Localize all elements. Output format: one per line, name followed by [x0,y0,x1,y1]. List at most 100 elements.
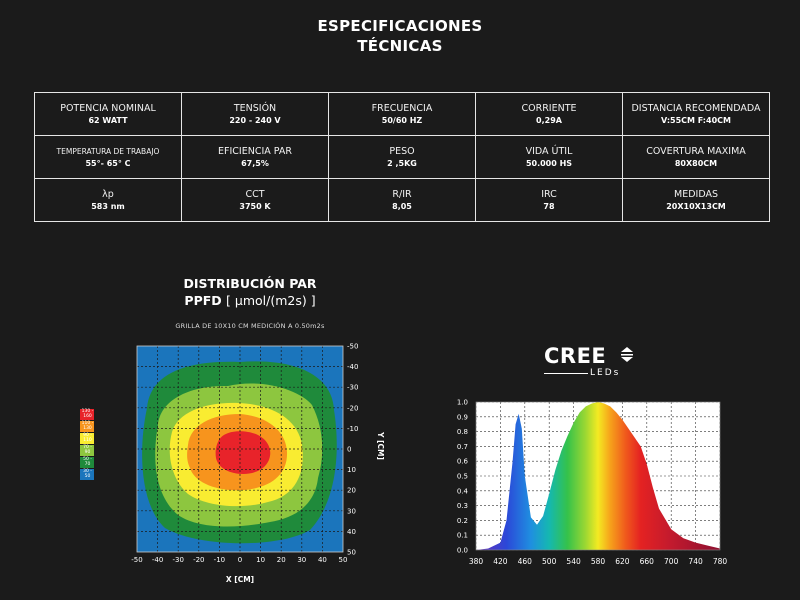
ppfd-legend: 130 - 160 110 - 130 90 - 110 70 - 90 50 - 70… [80,408,94,480]
spectrum-y-tick: 0.4 [457,487,469,495]
spectrum-x-tick: 700 [664,557,679,566]
legend-item: 110 - 130 [80,420,94,432]
spec-value: V:55CM F:40CM [661,115,731,125]
distribution-title: DISTRIBUCIÓN PAR PPFD [ µmol/(m2s) ] [120,275,380,309]
spec-value: 3750 K [239,201,271,211]
spectrum-x-tick: 620 [615,557,630,566]
heatmap-x-tick: -10 [214,556,225,564]
heatmap-y-tick: 50 [347,549,356,557]
legend-label: 70 - 90 [83,445,92,455]
spec-label: TEMPERATURA DE TRABAJO [56,146,160,156]
legend-item: 50 - 70 [80,456,94,468]
spec-cell: CORRIENTE 0,29A [475,92,623,136]
spectrum-x-tick: 580 [591,557,606,566]
cree-wordmark: CREE [544,344,607,368]
spec-row: λp 583 nm CCT 3750 K R/IR 8,05 IRC 78 MEDIDAS 20X… [34,178,770,222]
spec-value: 62 WATT [88,115,128,125]
heatmap-y-tick: -20 [347,404,358,412]
spec-label: DISTANCIA RECOMENDADA [631,102,761,114]
spectrum-y-tick: 0.3 [457,502,468,510]
spec-label: CCT [245,188,265,200]
legend-swatch [80,456,94,468]
heatmap-x-tick: 10 [256,556,265,564]
heatmap-x-tick: 50 [339,556,348,564]
spectrum-x-tick: 780 [713,557,728,566]
cree-arrows-icon [621,347,633,362]
spec-value: 50/60 HZ [381,115,423,125]
legend-item: 70 - 90 [80,444,94,456]
heatmap-x-label: X [CM] [226,575,254,584]
legend-item: 30 - 50 [80,468,94,480]
legend-item: 90 - 110 [80,432,94,444]
heatmap-zone-130-160 [215,431,271,474]
heatmap-x-tick: 40 [318,556,327,564]
spec-cell: CCT 3750 K [181,178,329,222]
cree-leds-text: LEDs [590,368,621,378]
spec-value: 583 nm [91,201,125,211]
spec-value: 55°- 65° C [85,158,131,168]
spec-label: EFICIENCIA PAR [218,145,292,157]
legend-swatch [80,444,94,456]
spec-cell: R/IR 8,05 [328,178,476,222]
spec-label: MEDIDAS [674,188,718,200]
spec-value: 2 ,5KG [387,158,417,168]
heatmap-y-tick: -30 [347,384,358,392]
spectrum-x-tick: 660 [640,557,655,566]
spec-cell: λp 583 nm [34,178,182,222]
spec-label: R/IR [392,188,412,200]
spec-label: λp [102,188,114,200]
heatmap-x-tick: -30 [172,556,183,564]
legend-label: 110 - 130 [81,421,94,431]
spec-cell: COVERTURA MAXIMA 80X80CM [622,135,770,179]
heatmap-y-tick: 10 [347,466,356,474]
spec-cell: POTENCIA NOMINAL 62 WATT [34,92,182,136]
heatmap-y-tick: 20 [347,487,356,495]
spec-cell: IRC 78 [475,178,623,222]
title-line-2: TÉCNICAS [357,37,443,55]
cree-underline [544,373,588,374]
heatmap-x-tick: -50 [131,556,142,564]
spectrum-x-tick: 380 [469,557,484,566]
spec-cell: TENSIÓN 220 - 240 V [181,92,329,136]
heatmap-y-tick: -50 [347,343,358,351]
spectrum-y-tick: 0.6 [457,458,469,466]
distribution-heading: DISTRIBUCIÓN PAR [183,276,317,291]
heatmap-x-tick: 30 [297,556,306,564]
spectrum-frame [475,401,721,551]
heatmap-x-tick: -20 [193,556,204,564]
distribution-subtitle: PPFD [ µmol/(m2s) ] [120,292,380,309]
spectrum-y-tick: 1.0 [457,399,468,407]
spec-table: POTENCIA NOMINAL 62 WATT TENSIÓN 220 - 240 … [34,92,770,222]
spec-label: CORRIENTE [521,102,577,114]
heatmap-y-tick: -40 [347,363,358,371]
spectrum-y-tick: 0.8 [457,428,468,436]
spectrum-x-tick: 540 [566,557,581,566]
spec-label: IRC [541,188,557,200]
title-line-1: ESPECIFICACIONES [317,17,483,35]
heatmap-x-tick: 0 [238,556,242,564]
spec-cell: MEDIDAS 20X10X13CM [622,178,770,222]
spectrum-y-tick: 0.1 [457,532,468,540]
legend-swatch [80,432,94,444]
spectrum-y-tick: 0.2 [457,517,468,525]
legend-swatch [80,468,94,480]
legend-swatch [80,408,94,420]
spec-value: 78 [543,201,555,211]
spec-cell: VIDA ÚTIL 50.000 HS [475,135,623,179]
cree-logo: CREE LEDs [544,344,640,380]
spec-cell: EFICIENCIA PAR 67,5% [181,135,329,179]
spectrum-x-tick: 500 [542,557,557,566]
spec-row: POTENCIA NOMINAL 62 WATT TENSIÓN 220 - 240 … [34,92,770,136]
spec-label: FRECUENCIA [371,102,433,114]
spectrum-x-tick: 420 [493,557,508,566]
spec-value: 80X80CM [674,158,718,168]
heatmap-y-tick: -10 [347,425,358,433]
grid-caption: GRILLA DE 10X10 CM MEDICIÓN A 0.50m2s [175,322,325,330]
spectrum-x-tick: 740 [688,557,703,566]
spec-value: 20X10X13CM [666,201,726,211]
spec-value: 67,5% [241,158,269,168]
ppfd-unit: [ µmol/(m2s) ] [226,293,316,308]
spec-value: 0,29A [536,115,562,125]
